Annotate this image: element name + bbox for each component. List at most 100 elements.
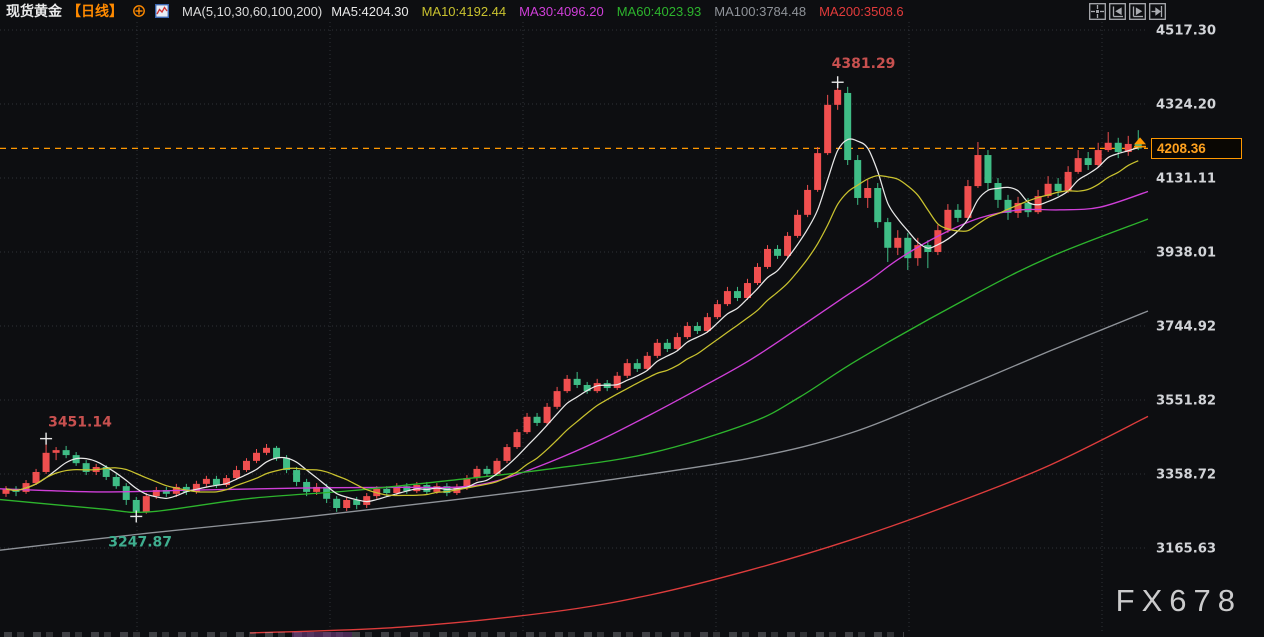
candle: [794, 214, 802, 236]
candle: [403, 486, 411, 492]
go-to-latest-icon[interactable]: [1149, 2, 1166, 20]
candle: [273, 447, 281, 459]
candle: [834, 89, 842, 105]
candle: [493, 460, 501, 474]
candle: [784, 235, 792, 256]
time-axis-clipped: [4, 632, 904, 637]
candle: [473, 468, 481, 479]
candle: [32, 471, 40, 484]
candle: [463, 478, 471, 487]
candle: [503, 447, 511, 461]
candle: [894, 237, 902, 248]
candle: [623, 363, 631, 376]
ma-params-label: MA(5,10,30,60,100,200): [182, 3, 323, 19]
candle: [2, 488, 10, 494]
candle: [563, 378, 571, 392]
time-axis-highlight: [292, 632, 352, 637]
candle: [1104, 142, 1112, 151]
candle: [1034, 196, 1042, 213]
scale-forward-icon[interactable]: [1129, 2, 1146, 20]
y-axis-label: 4131.11: [1156, 172, 1216, 187]
candle: [583, 384, 591, 392]
candle: [353, 499, 361, 505]
candle: [723, 291, 731, 305]
ma-value-4: MA100:3784.48: [714, 3, 807, 19]
candle: [743, 283, 751, 298]
candle: [1124, 143, 1132, 152]
candle: [974, 155, 982, 187]
candle: [52, 450, 60, 453]
y-axis-label: 4517.30: [1156, 24, 1216, 39]
y-axis-label: 3551.82: [1156, 394, 1216, 409]
candle: [593, 383, 601, 392]
candle: [343, 499, 351, 509]
ma-line-ma5: [5, 138, 1139, 503]
y-axis-label: 3358.72: [1156, 468, 1216, 483]
scale-back-icon[interactable]: [1109, 2, 1126, 20]
ma-line-ma10: [5, 160, 1139, 497]
ma-value-1: MA10:4192.44: [421, 3, 507, 19]
candle: [884, 222, 892, 248]
candle: [393, 486, 401, 494]
candle: [112, 476, 120, 487]
candle: [764, 248, 772, 267]
candle: [854, 160, 862, 198]
candle: [774, 248, 782, 256]
candle: [1044, 183, 1052, 197]
candle: [62, 450, 70, 456]
candle: [693, 325, 701, 331]
candle: [914, 245, 922, 259]
candle: [954, 209, 962, 218]
candle: [814, 153, 822, 190]
current-price-value: 4208.36: [1157, 141, 1206, 156]
candle: [1064, 171, 1072, 192]
ma-value-0: MA5:4204.30: [331, 3, 409, 19]
candle: [643, 355, 651, 369]
candle: [553, 391, 561, 407]
candle: [864, 188, 872, 198]
candle: [122, 486, 130, 500]
mini-chart-icon[interactable]: [155, 4, 169, 18]
chart-header: 现货黄金 【日线】 MA(5,10,30,60,100,200) MA5:420…: [0, 0, 1264, 22]
y-axis-label: 4324.20: [1156, 98, 1216, 113]
candle: [1054, 183, 1062, 192]
chart-toolbar: [1089, 2, 1166, 20]
candle: [192, 483, 200, 492]
candle: [683, 325, 691, 338]
period-label[interactable]: 【日线】: [67, 3, 123, 19]
price-annotation: 3247.87: [108, 534, 172, 550]
ma-line-ma30: [0, 190, 1149, 493]
target-icon[interactable]: [132, 4, 146, 18]
candle: [1094, 150, 1102, 166]
candle: [733, 291, 741, 298]
candle: [152, 489, 160, 497]
candle: [413, 485, 421, 492]
candle: [984, 155, 992, 184]
candle: [824, 104, 832, 154]
candle: [1024, 202, 1032, 213]
candle: [663, 342, 671, 349]
candle: [1004, 199, 1012, 213]
candle: [1014, 202, 1022, 213]
candle: [1114, 142, 1122, 152]
candle: [934, 230, 942, 253]
candle: [253, 452, 260, 461]
candle: [533, 416, 541, 423]
watermark: FX678: [1115, 583, 1242, 618]
candle: [1074, 158, 1082, 172]
candle: [964, 186, 972, 218]
ma-legend: MA5:4204.30 MA10:4192.44 MA30:4096.20 MA60:…: [331, 4, 903, 19]
crosshair-icon[interactable]: [1089, 2, 1106, 20]
candle: [82, 463, 90, 472]
candle: [313, 486, 321, 492]
candle: [633, 363, 641, 369]
symbol-title: 现货黄金: [6, 3, 62, 19]
candle: [132, 499, 140, 512]
candle: [703, 317, 711, 331]
candle: [994, 183, 1002, 200]
candle: [713, 304, 721, 318]
candle: [754, 266, 761, 284]
candle: [212, 478, 220, 486]
